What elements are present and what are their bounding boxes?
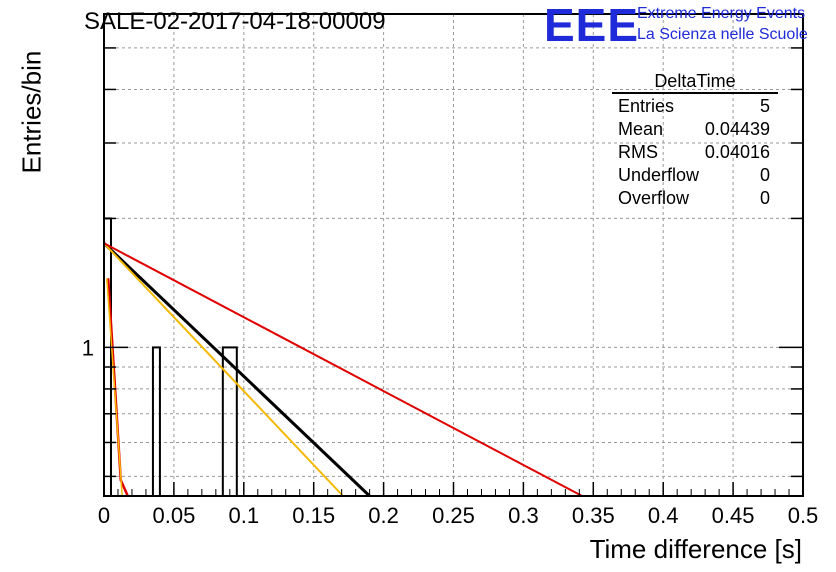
x-tick-label: 0.2 xyxy=(368,503,399,528)
y-tick-label: 1 xyxy=(82,335,94,360)
stats-row-underflow: Underflow 0 xyxy=(612,164,778,187)
stats-box: DeltaTime Entries 5 Mean 0.04439 RMS 0.0… xyxy=(612,70,778,210)
histogram-bar xyxy=(151,346,161,498)
stats-label: Entries xyxy=(618,96,675,116)
eee-logo: EEE Extreme Energy Events La Scienza nel… xyxy=(540,0,830,51)
stats-value: 0 xyxy=(759,188,770,208)
stats-row-entries: Entries 5 xyxy=(612,95,778,118)
x-tick-label: 0.35 xyxy=(572,503,615,528)
stats-value: 0 xyxy=(759,165,770,185)
y-axis-label: Entries/bin xyxy=(16,50,47,174)
chart-title: SALE-02-2017-04-18-00009 xyxy=(84,8,386,35)
fit-lines xyxy=(102,242,583,498)
stats-label: Mean xyxy=(618,119,664,139)
logo-line-1: Extreme Energy Events xyxy=(637,5,806,22)
stats-title: DeltaTime xyxy=(612,70,778,94)
histogram-bars xyxy=(103,217,238,498)
stats-label: RMS xyxy=(618,142,658,162)
stats-row-rms: RMS 0.04016 xyxy=(612,141,778,164)
fit-line xyxy=(103,242,344,497)
eee-logo-mark: EEE xyxy=(544,0,640,51)
stats-value: 0.04439 xyxy=(704,119,770,139)
fit-line xyxy=(106,278,123,497)
x-tick-label: 0.05 xyxy=(152,503,195,528)
stats-value: 5 xyxy=(759,96,770,116)
stats-value: 0.04016 xyxy=(704,142,770,162)
fit-line xyxy=(103,242,583,497)
x-tick-label: 0.3 xyxy=(508,503,539,528)
x-tick-label: 0.1 xyxy=(229,503,260,528)
x-tick-label: 0.15 xyxy=(292,503,335,528)
logo-line-2: La Scienza nelle Scuole xyxy=(637,26,808,43)
plot-frame xyxy=(103,13,804,497)
stats-label: Overflow xyxy=(618,188,690,208)
stats-row-mean: Mean 0.04439 xyxy=(612,118,778,141)
x-tick-label: 0 xyxy=(98,503,110,528)
stats-row-overflow: Overflow 0 xyxy=(612,187,778,210)
x-tick-label: 0.5 xyxy=(788,503,819,528)
fit-line xyxy=(102,242,371,498)
tick-labels: 0 0.05 0.1 0.15 0.2 0.25 0.3 0.35 0.4 0.45 0.5 1 xyxy=(82,335,819,528)
histogram-bar xyxy=(103,217,112,497)
stats-label: Underflow xyxy=(618,165,700,185)
x-tick-label: 0.45 xyxy=(712,503,755,528)
axes xyxy=(103,13,804,497)
x-axis-label: Time difference [s] xyxy=(589,534,802,564)
x-tick-label: 0.25 xyxy=(432,503,475,528)
x-tick-label: 0.4 xyxy=(648,503,679,528)
